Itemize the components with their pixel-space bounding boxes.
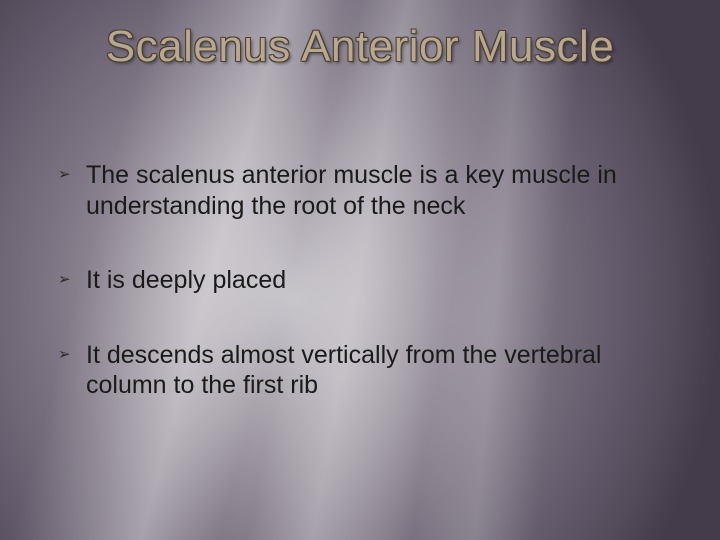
list-item: ➢ The scalenus anterior muscle is a key … [58,160,670,221]
bullet-icon: ➢ [58,340,86,370]
list-item: ➢ It is deeply placed [58,265,670,296]
bullet-text: It is deeply placed [86,265,670,296]
bullet-text: It descends almost vertically from the v… [86,340,670,401]
list-item: ➢ It descends almost vertically from the… [58,340,670,401]
bullet-text: The scalenus anterior muscle is a key mu… [86,160,670,221]
slide-title: Scalenus Anterior Muscle [0,22,720,72]
slide: Scalenus Anterior Muscle ➢ The scalenus … [0,0,720,540]
bullet-icon: ➢ [58,265,86,295]
slide-body: ➢ The scalenus anterior muscle is a key … [58,160,670,445]
bullet-icon: ➢ [58,160,86,190]
